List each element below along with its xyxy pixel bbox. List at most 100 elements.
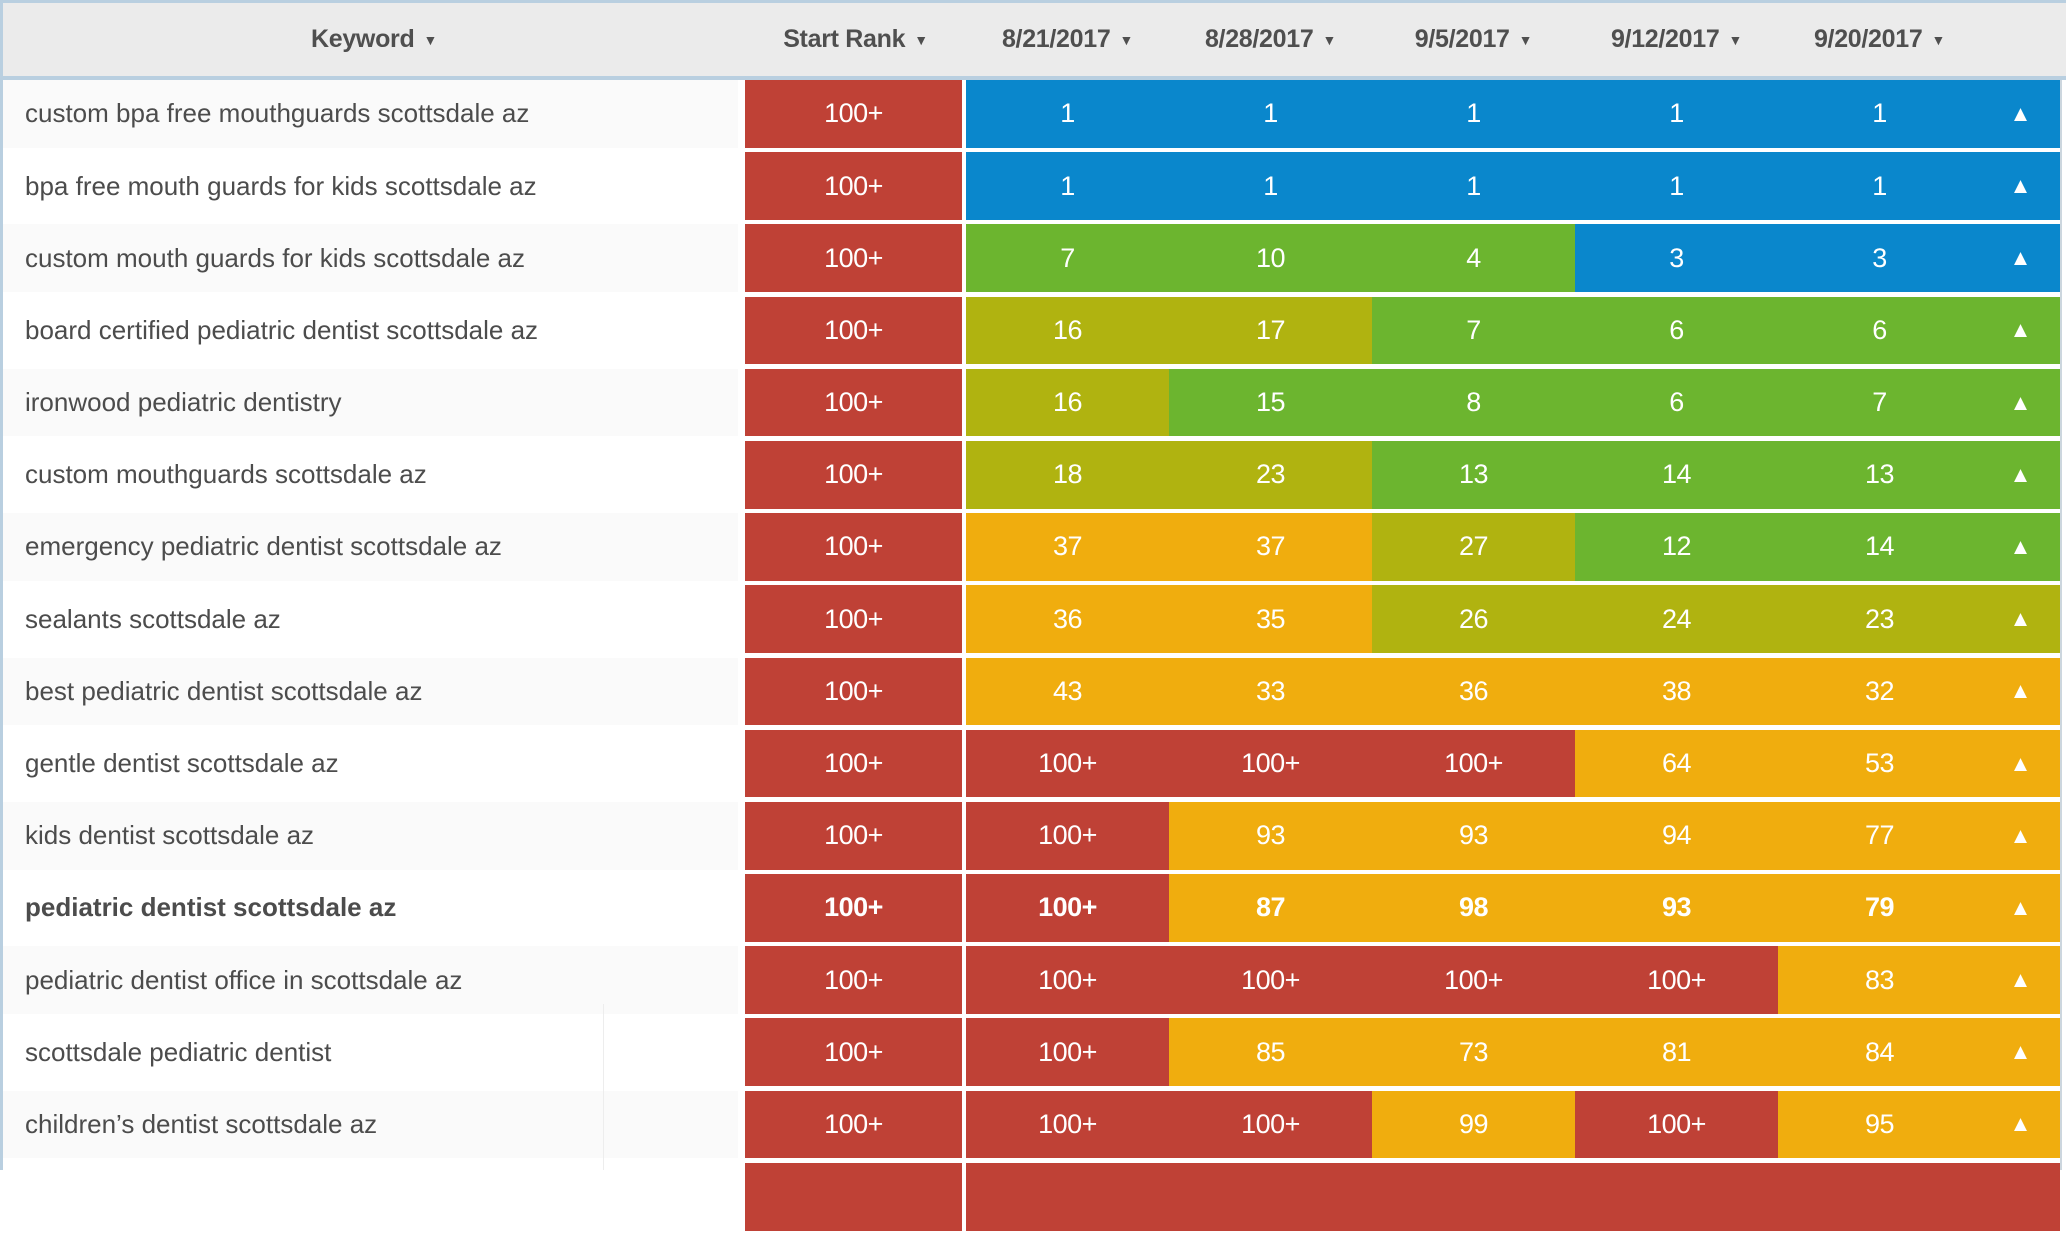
rank-cell: 93 — [1169, 801, 1372, 870]
start-rank-cell — [745, 1162, 962, 1231]
trend-up-icon: ▲ — [2009, 606, 2032, 632]
rank-cell: 1 — [1372, 152, 1575, 220]
trend-cell: ▲ — [1981, 440, 2060, 509]
trend-cell: ▲ — [1981, 874, 2060, 942]
keyword-cell[interactable]: pediatric dentist office in scottsdale a… — [3, 946, 738, 1014]
trend-up-icon: ▲ — [2009, 533, 2032, 559]
rank-cell: 18 — [966, 440, 1169, 509]
rank-cell: 100+ — [1169, 1090, 1372, 1159]
rank-cell: 26 — [1372, 585, 1575, 653]
column-header-label: Keyword — [310, 25, 415, 53]
rank-cell: 99 — [1372, 1090, 1575, 1159]
rank-cell: 14 — [1778, 513, 1981, 581]
keyword-cell[interactable]: emergency pediatric dentist scottsdale a… — [3, 513, 738, 581]
keyword-cell[interactable] — [3, 1162, 738, 1231]
sort-desc-icon: ▼ — [1931, 31, 1946, 48]
rank-cell: 37 — [966, 513, 1169, 581]
table-row: custom mouth guards for kids scottsdale … — [3, 224, 2060, 293]
trend-up-icon: ▲ — [2009, 100, 2032, 126]
rank-cell: 27 — [1372, 513, 1575, 581]
table-row: bpa free mouth guards for kids scottsdal… — [3, 152, 2060, 220]
rank-cell: 87 — [1169, 874, 1372, 942]
rank-cell: 17 — [1169, 296, 1372, 365]
rank-cell: 93 — [1575, 874, 1778, 942]
keyword-cell[interactable]: kids dentist scottsdale az — [3, 801, 738, 870]
rank-cell: 93 — [1372, 801, 1575, 870]
trend-cell: ▲ — [1981, 224, 2060, 293]
column-header-8-21-2017[interactable]: 8/21/2017 ▼ — [966, 3, 1169, 76]
rank-cell: 12 — [1575, 513, 1778, 581]
trend-cell — [1981, 1162, 2060, 1231]
keyword-cell[interactable]: scottsdale pediatric dentist — [3, 1018, 738, 1087]
rank-cell: 24 — [1575, 585, 1778, 653]
column-header-label: 8/21/2017 — [1001, 25, 1111, 53]
rank-cell: 1 — [1372, 80, 1575, 148]
start-rank-cell: 100+ — [745, 801, 962, 870]
column-header-keyword[interactable]: Keyword ▼ — [3, 3, 745, 76]
rank-cell — [1372, 1162, 1575, 1231]
rank-cell: 100+ — [1575, 946, 1778, 1014]
start-rank-cell: 100+ — [745, 513, 962, 581]
start-rank-cell: 100+ — [745, 874, 962, 942]
rank-cell: 10 — [1169, 224, 1372, 293]
trend-cell: ▲ — [1981, 513, 2060, 581]
start-rank-cell: 100+ — [745, 657, 962, 726]
sort-desc-icon: ▼ — [1728, 31, 1743, 48]
rank-cell — [966, 1162, 1169, 1231]
table-right-border — [2060, 80, 2062, 1170]
keyword-cell[interactable]: children’s dentist scottsdale az — [3, 1090, 738, 1159]
rank-cell: 23 — [1778, 585, 1981, 653]
rank-tracking-table: custom bpa free mouthguards scottsdale a… — [3, 80, 2060, 1235]
table-row: sealants scottsdale az 100+ 36 35 26 24 23 ▲ — [3, 585, 2060, 653]
keyword-cell[interactable]: gentle dentist scottsdale az — [3, 729, 738, 798]
trend-up-icon: ▲ — [2009, 461, 2032, 487]
keyword-cell[interactable]: board certified pediatric dentist scotts… — [3, 296, 738, 365]
column-header-9-5-2017[interactable]: 9/5/2017 ▼ — [1372, 3, 1575, 76]
rank-cell: 14 — [1575, 440, 1778, 509]
table-row: ironwood pediatric dentistry 100+ 16 15 8 6 7 ▲ — [3, 368, 2060, 437]
rank-cell: 35 — [1169, 585, 1372, 653]
keyword-cell[interactable]: custom bpa free mouthguards scottsdale a… — [3, 80, 738, 148]
column-divider-line — [603, 1004, 604, 1170]
rank-cell: 83 — [1778, 946, 1981, 1014]
rank-cell: 6 — [1575, 368, 1778, 437]
column-header-start-rank[interactable]: Start Rank ▼ — [745, 3, 966, 76]
keyword-cell[interactable]: best pediatric dentist scottsdale az — [3, 657, 738, 726]
rank-cell: 1 — [1169, 80, 1372, 148]
rank-cell: 43 — [966, 657, 1169, 726]
rank-cell: 1 — [1575, 152, 1778, 220]
keyword-cell[interactable]: ironwood pediatric dentistry — [3, 368, 738, 437]
rank-cell: 100+ — [1575, 1090, 1778, 1159]
trend-cell: ▲ — [1981, 80, 2060, 148]
rank-cell: 1 — [1169, 152, 1372, 220]
keyword-cell[interactable]: sealants scottsdale az — [3, 585, 738, 653]
trend-up-icon: ▲ — [2009, 389, 2032, 415]
trend-up-icon: ▲ — [2009, 173, 2032, 199]
trend-cell: ▲ — [1981, 1018, 2060, 1087]
keyword-cell[interactable]: bpa free mouth guards for kids scottsdal… — [3, 152, 738, 220]
column-header-label: 9/12/2017 — [1610, 25, 1720, 53]
keyword-cell[interactable]: custom mouthguards scottsdale az — [3, 440, 738, 509]
rank-cell: 100+ — [966, 801, 1169, 870]
start-rank-cell: 100+ — [745, 585, 962, 653]
trend-up-icon: ▲ — [2009, 967, 2032, 993]
table-row: kids dentist scottsdale az 100+ 100+ 93 93 94… — [3, 801, 2060, 870]
trend-cell: ▲ — [1981, 368, 2060, 437]
column-header-9-12-2017[interactable]: 9/12/2017 ▼ — [1575, 3, 1778, 76]
trend-cell: ▲ — [1981, 296, 2060, 365]
start-rank-cell: 100+ — [745, 224, 962, 293]
column-header-label: 9/5/2017 — [1414, 25, 1510, 53]
keyword-cell[interactable]: pediatric dentist scottsdale az — [3, 874, 738, 942]
table-row: custom bpa free mouthguards scottsdale a… — [3, 80, 2060, 148]
rank-cell: 81 — [1575, 1018, 1778, 1087]
table-row: scottsdale pediatric dentist 100+ 100+ 85 73… — [3, 1018, 2060, 1087]
column-header-8-28-2017[interactable]: 8/28/2017 ▼ — [1169, 3, 1372, 76]
rank-cell: 36 — [966, 585, 1169, 653]
keyword-cell[interactable]: custom mouth guards for kids scottsdale … — [3, 224, 738, 293]
table-row: pediatric dentist scottsdale az 100+ 100+ 8… — [3, 874, 2060, 942]
rank-cell: 53 — [1778, 729, 1981, 798]
column-header-9-20-2017[interactable]: 9/20/2017 ▼ — [1778, 3, 1981, 76]
rank-cell: 7 — [966, 224, 1169, 293]
trend-cell: ▲ — [1981, 657, 2060, 726]
rank-cell: 33 — [1169, 657, 1372, 726]
